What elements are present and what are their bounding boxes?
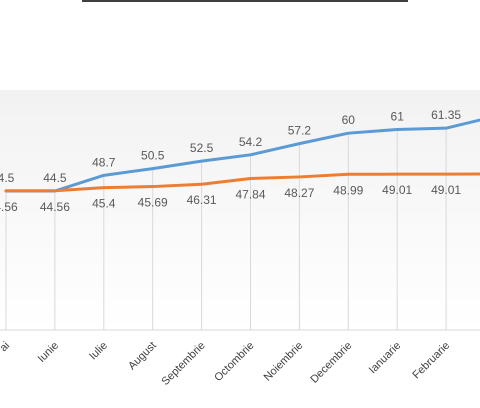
data-label: 4.56 [0,200,18,214]
x-tick-label: Septembrie [159,340,207,388]
data-label: 61.35 [431,108,461,122]
x-tick-label: Noiembrie [262,340,306,384]
x-tick-label: Octombrie [212,340,256,384]
data-label: 45.69 [138,196,168,210]
series-line-1 [4,118,480,193]
x-tick-label: August [126,340,159,373]
data-label: 57.2 [288,124,312,138]
data-label: 50.5 [141,149,165,163]
x-tick-label: ai [0,340,12,355]
data-label: 47.84 [235,188,265,202]
data-label: 48.7 [92,155,116,169]
data-label: 49.01 [431,183,461,197]
series-line-2 [4,172,480,193]
data-label: 49.01 [382,183,412,197]
data-label: 45.4 [92,197,116,211]
data-label: 60 [342,113,356,127]
data-label: 54.2 [239,135,263,149]
x-tick-label: Iulie [87,340,110,363]
x-tick-label: Februarie [410,340,452,382]
data-label: 48.99 [333,183,363,197]
data-label: 44.56 [40,200,70,214]
x-tick-label: Iunie [36,340,61,365]
data-label: 46.31 [187,193,217,207]
data-label: 4.5 [0,171,15,185]
x-tick-label: Decembrie [308,340,354,386]
data-label: 61 [391,109,405,123]
data-label: 48.27 [284,186,314,200]
plot-area [0,90,480,330]
data-label: 52.5 [190,141,214,155]
x-tick-label: Ianuarie [367,340,404,377]
data-label: 44.5 [43,171,67,185]
